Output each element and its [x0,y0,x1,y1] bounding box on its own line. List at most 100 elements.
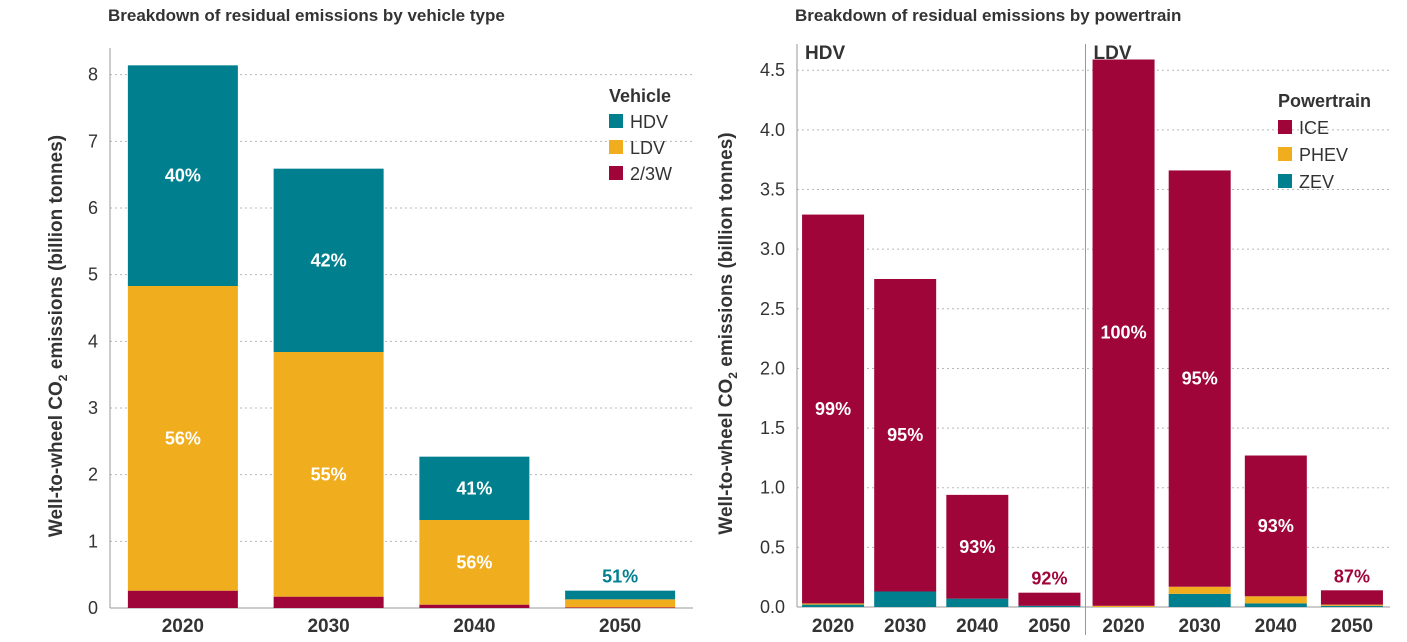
left-y-axis-label-main: Well-to-wheel CO [46,381,67,537]
data-label-hdv-2050: 92% [1031,569,1067,589]
data-label-hdv-2020: 99% [815,399,851,419]
bar-ldv-ice-2050 [1320,590,1383,605]
bar-hdv-2050 [565,590,676,600]
left-y-tick-label: 2 [88,465,98,485]
right-y-tick-label: 1.0 [760,478,785,498]
legend-swatch-ice [1278,120,1292,134]
left-y-tick-label: 0 [88,598,98,618]
right-y-tick-label: 1.5 [760,418,785,438]
right-x-tick-ldv-2030: 2030 [1179,616,1221,637]
bar-hdv-ice-2020 [802,214,865,604]
left-y-tick-label: 5 [88,265,98,285]
bar-ldv-2040 [419,520,530,605]
left-y-tick-label: 1 [88,531,98,551]
right-y-tick-label: 2.0 [760,358,785,378]
legend-swatch-phev [1278,147,1292,161]
right-chart: Well-to-wheel CO2 emissions (billion ton… [716,43,1390,637]
bar-hdv-2030 [273,168,384,352]
data-label-ldv-2020: 100% [1101,323,1147,343]
data-label-ldv-2020: 56% [165,428,201,448]
bar-ldv-ice-2040 [1244,455,1307,597]
bar-hdv-ice-2040 [946,494,1009,599]
bar-hdv-zev-2030 [874,591,937,607]
bar-ldv-phev-2050 [1320,604,1383,606]
bar-ldv-zev-2050 [1320,605,1383,607]
left-x-tick-2020: 2020 [162,616,204,637]
bar-ldv-zev-2040 [1244,603,1307,607]
right-x-tick-ldv-2040: 2040 [1255,616,1297,637]
legend-swatch-ldv [609,140,623,154]
right-x-tick-hdv-2020: 2020 [812,616,854,637]
data-label-ldv-2040: 93% [1258,516,1294,536]
right-y-axis-label: Well-to-wheel CO2 emissions (billion ton… [716,132,740,534]
left-y-tick-label: 3 [88,398,98,418]
legend-label-ice: ICE [1299,118,1329,138]
left-chart: Well-to-wheel CO2 emissions (billion ton… [46,48,693,637]
bar-hdv-2040 [419,456,530,520]
bar-ldv-2050 [565,599,676,608]
left-y-axis-label-sub: 2 [56,374,70,381]
right-x-tick-ldv-2020: 2020 [1102,616,1144,637]
left-legend-title: Vehicle [609,86,671,106]
legend-label-hdv: HDV [630,112,668,132]
left-y-tick-label: 8 [88,65,98,85]
bar-hdv-ice-2030 [874,278,937,592]
right-chart-title: Breakdown of residual emissions by power… [795,6,1181,25]
left-x-tick-2050: 2050 [599,616,641,637]
left-chart-title: Breakdown of residual emissions by vehic… [108,6,505,25]
panel-label-hdv: HDV [805,43,845,64]
left-y-axis-label-tail: emissions (billion tonnes) [46,135,67,375]
left-y-tick-label: 4 [88,331,98,351]
right-y-axis-label-main: Well-to-wheel CO [716,379,737,535]
right-y-tick-label: 4.5 [760,60,785,80]
bar-hdv-phev-2020 [802,603,865,605]
bar-ldv-phev-2020 [1092,605,1155,607]
data-label-ldv-2030: 55% [311,464,347,484]
legend-label-ldv: LDV [630,138,665,158]
right-x-tick-hdv-2030: 2030 [884,616,926,637]
left-x-tick-2040: 2040 [453,616,495,637]
data-label-hdv-2040: 41% [456,478,492,498]
legend-swatch-hdv [609,114,623,128]
bar-ldv-phev-2040 [1244,596,1307,604]
bar-ldv-2030 [273,352,384,597]
bar-ldv-zev-2030 [1168,593,1231,607]
right-y-axis-label-tail: emissions (billion tonnes) [716,132,737,372]
left-y-axis-label: Well-to-wheel CO2 emissions (billion ton… [46,135,70,537]
data-label-hdv-2040: 93% [959,537,995,557]
bar-2-3w-2040 [419,604,530,608]
legend-label-phev: PHEV [1299,145,1348,165]
bar-2-3w-2020 [127,590,238,608]
bar-hdv-zev-2020 [802,604,865,607]
legend-swatch-2-3w [609,166,623,180]
bar-hdv-zev-2050 [1018,605,1081,607]
bar-hdv-zev-2040 [946,598,1009,607]
left-y-tick-label: 7 [88,131,98,151]
legend-swatch-zev [1278,174,1292,188]
data-label-hdv-2020: 40% [165,166,201,186]
right-x-tick-ldv-2050: 2050 [1331,616,1373,637]
left-y-tick-label: 6 [88,198,98,218]
bar-ldv-ice-2030 [1168,170,1231,587]
bar-ldv-phev-2030 [1168,586,1231,594]
bar-hdv-2020 [127,65,238,286]
left-x-tick-2030: 2030 [307,616,349,637]
right-y-tick-label: 3.0 [760,239,785,259]
bar-ldv-2020 [127,286,238,591]
right-y-tick-label: 0.0 [760,597,785,617]
bar-hdv-ice-2050 [1018,592,1081,606]
data-label-hdv-2030: 95% [887,425,923,445]
right-x-tick-hdv-2050: 2050 [1028,616,1070,637]
data-label-hdv-2030: 42% [311,250,347,270]
data-label-ldv-2050: 87% [1334,566,1370,586]
bar-2-3w-2030 [273,596,384,608]
right-x-tick-hdv-2040: 2040 [956,616,998,637]
right-y-tick-label: 2.5 [760,299,785,319]
legend-label-zev: ZEV [1299,172,1334,192]
right-legend-title: Powertrain [1278,91,1371,111]
right-y-tick-label: 4.0 [760,120,785,140]
right-y-tick-label: 3.5 [760,180,785,200]
bar-ldv-ice-2020 [1092,59,1155,606]
data-label-ldv-2030: 95% [1182,369,1218,389]
